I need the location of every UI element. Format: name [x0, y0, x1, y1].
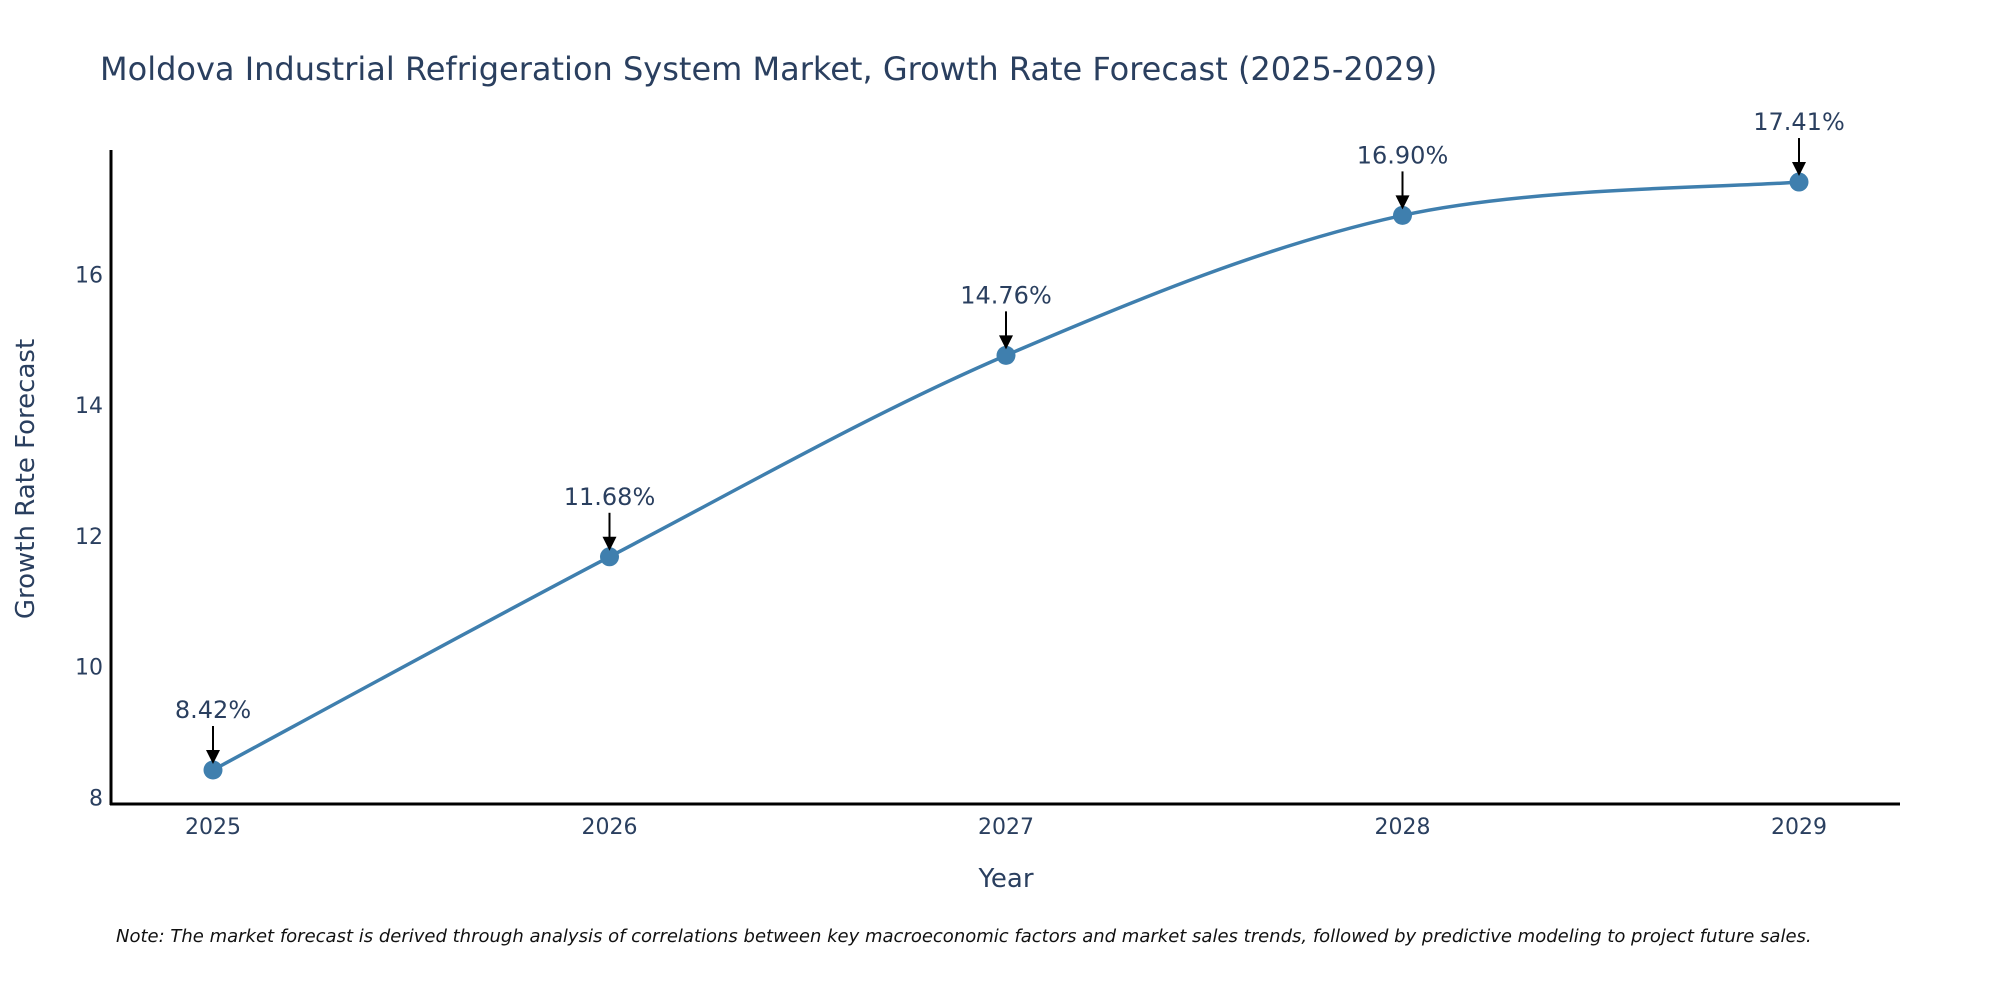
chart-title: Moldova Industrial Refrigeration System … [100, 50, 1437, 88]
data-point [1393, 205, 1412, 225]
y-tick-label: 8 [89, 786, 103, 811]
data-point [996, 345, 1016, 365]
series-line [212, 180, 1800, 772]
annotation-arrow-head [206, 749, 220, 764]
annotation-arrow-head [1792, 162, 1806, 177]
series-line-group [212, 180, 1800, 772]
y-axis-title: Growth Rate Forecast [11, 339, 41, 619]
data-marks: 8.42% 11.68% 14.76% 16.90% 17.41% [175, 108, 1845, 780]
data-label: 16.90% [1357, 141, 1449, 169]
data-label: 17.41% [1753, 108, 1845, 136]
x-tick-label: 2029 [1771, 815, 1827, 840]
data-point [1789, 172, 1809, 192]
x-axis-title: Year [977, 864, 1033, 894]
data-point [600, 547, 619, 567]
x-tick-label: 2027 [978, 815, 1034, 840]
x-tick-label: 2025 [185, 815, 241, 840]
y-tick-label: 10 [75, 656, 103, 681]
data-label: 14.76% [960, 281, 1052, 309]
data-point [203, 760, 223, 780]
x-tick-label: 2026 [582, 815, 638, 840]
axes: 8 10 12 14 16 2025 2026 2027 2028 2029 [75, 150, 1900, 840]
y-tick-label: 16 [75, 263, 103, 288]
y-tick-label: 12 [75, 525, 103, 550]
data-label: 11.68% [564, 483, 656, 511]
x-tick-label: 2028 [1375, 815, 1431, 840]
annotation-arrow-head [1395, 195, 1410, 210]
footnote: Note: The market forecast is derived thr… [116, 926, 1812, 947]
y-tick-label: 14 [75, 394, 103, 419]
data-label: 8.42% [175, 696, 251, 724]
annotation-arrow-head [999, 335, 1013, 350]
annotation-arrow-head [602, 536, 617, 551]
